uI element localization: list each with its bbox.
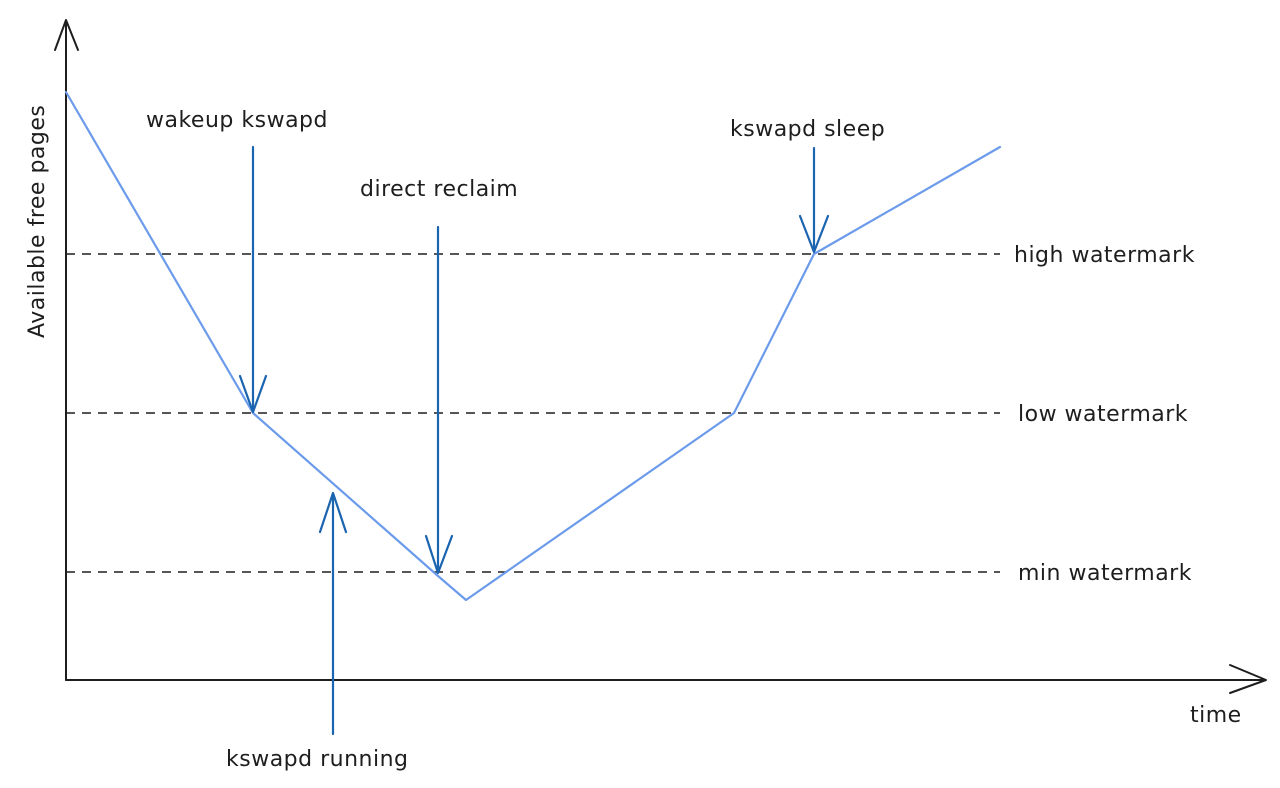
low-watermark-label: low watermark <box>1018 402 1188 427</box>
kswapd-sleep-arrow <box>798 146 830 254</box>
kswapd-running-label: kswapd running <box>226 747 409 772</box>
annotation-arrows <box>238 145 830 736</box>
axes <box>54 19 1267 694</box>
wakeup-kswapd-label: wakeup kswapd <box>146 108 328 133</box>
direct-reclaim-arrow <box>424 225 454 575</box>
high-watermark-label: high watermark <box>1014 243 1195 268</box>
min-watermark-label: min watermark <box>1018 561 1192 586</box>
x-axis-label: time <box>1190 703 1242 728</box>
direct-reclaim-label: direct reclaim <box>360 177 518 202</box>
y-axis-arrowhead <box>54 19 79 51</box>
watermark-lines <box>66 253 1000 573</box>
free-pages-curve <box>64 90 1002 602</box>
x-axis-arrowhead <box>1229 664 1267 694</box>
wakeup-kswapd-arrow <box>238 145 268 414</box>
y-axis-label: Available free pages <box>25 105 50 338</box>
kswapd-sleep-label: kswapd sleep <box>730 117 885 142</box>
kswapd-running-arrow <box>318 491 348 736</box>
